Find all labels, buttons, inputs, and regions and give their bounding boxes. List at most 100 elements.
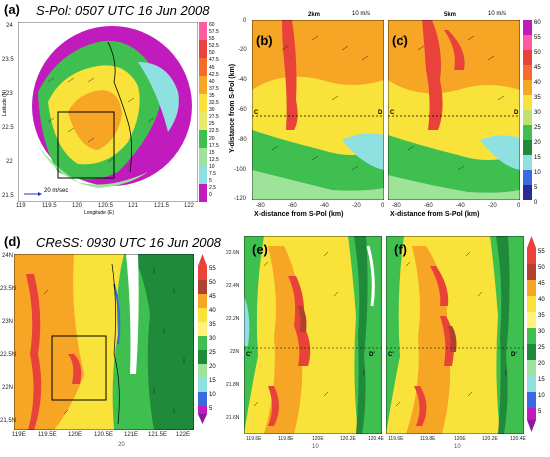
panel-c-plot — [388, 20, 520, 200]
panel-a-title: S-Pol: 0507 UTC 16 Jun 2008 — [36, 3, 210, 18]
panel-f-xtick: 119.8E — [420, 436, 436, 442]
panel-b-xtick: -80 — [256, 203, 265, 209]
panel-e-ytick: 22N — [230, 349, 240, 355]
panel-d-ytick: 22.5N — [0, 352, 17, 358]
panel-a-ytick: 23 — [6, 91, 13, 97]
panel-c-marker-c: C — [390, 110, 395, 116]
panel-a-xtick: 121.5 — [154, 203, 170, 209]
panel-a-ytick: 22 — [6, 159, 13, 165]
panel-e-marker-d: D' — [369, 352, 375, 358]
panel-d-plot — [14, 254, 194, 430]
panel-a-xtick: 120.5 — [98, 203, 114, 209]
panel-c-wind-ref: 10 m/s — [488, 11, 507, 17]
panel-a-wind-ref: 20 m/sec — [44, 188, 69, 194]
panel-e-xtick: 120E — [312, 436, 324, 442]
panel-f-colorbar-labels: 55 50 45 40 35 30 25 20 15 10 5 — [538, 249, 545, 415]
panel-e-label: (e) — [252, 242, 268, 257]
panel-c-xtick: -40 — [456, 203, 465, 209]
panel-a-plot — [18, 22, 198, 202]
panel-c-colorbar — [523, 20, 532, 200]
panel-e-xtick: 119.8E — [278, 436, 294, 442]
panel-a-xtick: 120 — [72, 203, 83, 209]
panel-c-marker-d: D — [514, 110, 519, 116]
panel-f-xtick: 119.6E — [388, 436, 404, 442]
panel-e-ytick: 22.6N — [226, 250, 240, 256]
panel-e-xtick: 120.4E — [368, 436, 384, 442]
panel-b-xtick: -20 — [352, 203, 361, 209]
panel-b-ytick: -80 — [238, 137, 247, 143]
panel-c-xtick: -60 — [424, 203, 433, 209]
panel-a-xtick: 119 — [16, 203, 26, 209]
panel-b-marker-c: C — [254, 110, 259, 116]
panel-a-xtick: 121 — [128, 203, 139, 209]
panel-b-xtick: -40 — [320, 203, 329, 209]
panel-d-xtick: 122E — [176, 432, 191, 438]
panel-f-label: (f) — [394, 242, 407, 257]
panel-c-xtick: -20 — [488, 203, 497, 209]
panel-e-ytick: 21.6N — [226, 415, 240, 421]
panel-a-label: (a) — [4, 2, 20, 17]
panel-f-colorbar — [527, 236, 536, 432]
panel-e-ytick: 22.4N — [226, 283, 240, 289]
panel-d-xtick: 120.5E — [94, 432, 114, 438]
panel-e-ytick: 22.2N — [226, 316, 240, 322]
panel-a-colorbar — [199, 22, 207, 202]
panel-c-colorbar-labels: 60 55 50 45 40 35 30 25 20 15 10 5 0 — [534, 20, 541, 206]
panel-f-plot — [386, 236, 524, 434]
panel-a-ylabel: Latitude (N) — [2, 89, 9, 117]
panel-a-ytick: 22.5 — [2, 125, 14, 131]
panel-c-xlabel: X-distance from S-Pol (km) — [390, 211, 480, 218]
panel-c-xtick: -80 — [392, 203, 401, 209]
panel-e-xtick: 119.6E — [246, 436, 262, 442]
panel-b-xtick: -60 — [288, 203, 297, 209]
panel-a-ytick: 24 — [6, 23, 13, 29]
panel-d-xtick: 121E — [124, 432, 139, 438]
panel-b-plot — [252, 20, 384, 200]
panel-e-wind-ref: 10 — [312, 444, 319, 450]
panel-b-ytick: -120 — [234, 196, 247, 202]
panel-b-ytick: -40 — [238, 77, 247, 83]
panel-f-xtick: 120.4E — [510, 436, 526, 442]
panel-b-ylabel: Y-distance from S-Pol (km) — [229, 63, 237, 154]
panel-b-marker-d: D — [378, 110, 383, 116]
panel-b-label: (b) — [256, 33, 273, 48]
panel-a-xtick: 119.5 — [42, 203, 57, 209]
panel-d-ytick: 22N — [2, 385, 14, 391]
panel-d-ytick: 21.5N — [0, 418, 17, 424]
panel-a-ytick: 21.5 — [2, 193, 14, 199]
panel-a-xlabel: Longitude (E) — [84, 210, 115, 216]
panel-e-plot — [244, 236, 382, 434]
panel-b-xlabel: X-distance from S-Pol (km) — [254, 211, 344, 218]
panel-b-ytick: 0 — [243, 18, 247, 24]
panel-c-height: 5km — [444, 12, 457, 18]
panel-b-ytick: -100 — [234, 167, 247, 173]
panel-d-ytick: 23N — [2, 319, 14, 325]
panel-b-ytick: -20 — [238, 47, 247, 53]
panel-c-xtick: 0 — [517, 203, 521, 209]
panel-f-wind-ref: 10 — [454, 444, 461, 450]
panel-e-ytick: 21.8N — [226, 382, 240, 388]
panel-b-ytick: -60 — [238, 107, 247, 113]
panel-d-ytick: 24N — [2, 253, 14, 259]
panel-f-xtick: 120E — [454, 436, 466, 442]
panel-a-xtick: 122 — [184, 203, 195, 209]
panel-d-xtick: 119.5E — [38, 432, 57, 438]
panel-d-label: (d) — [4, 234, 21, 249]
panel-d-xtick: 119E — [12, 432, 26, 438]
panel-c-label: (c) — [392, 33, 408, 48]
panel-e-marker-c: C' — [246, 352, 252, 358]
panel-d-title: CReSS: 0930 UTC 16 Jun 2008 — [36, 235, 221, 250]
panel-d-ytick: 23.5N — [0, 286, 17, 292]
panel-b-height: 2km — [308, 12, 321, 18]
panel-d-colorbar — [198, 254, 207, 424]
panel-d-xtick: 120E — [68, 432, 83, 438]
panel-a-colorbar-labels: 60 57.5 55 52.5 50 47.5 45 42.5 40 37.5 35 32.5 30 27… — [209, 22, 219, 199]
panel-e-xtick: 120.2E — [340, 436, 356, 442]
panel-f-xtick: 120.2E — [482, 436, 498, 442]
panel-d-wind-ref: 20 — [118, 442, 125, 448]
panel-a-ytick: 23.5 — [2, 57, 14, 63]
panel-b-xtick: 0 — [381, 203, 385, 209]
panel-d-colorbar-labels: 55 50 45 40 35 30 25 20 15 10 5 — [209, 266, 216, 412]
panel-f-marker-c: C' — [388, 352, 394, 358]
panel-b-wind-ref: 10 m/s — [352, 11, 371, 17]
